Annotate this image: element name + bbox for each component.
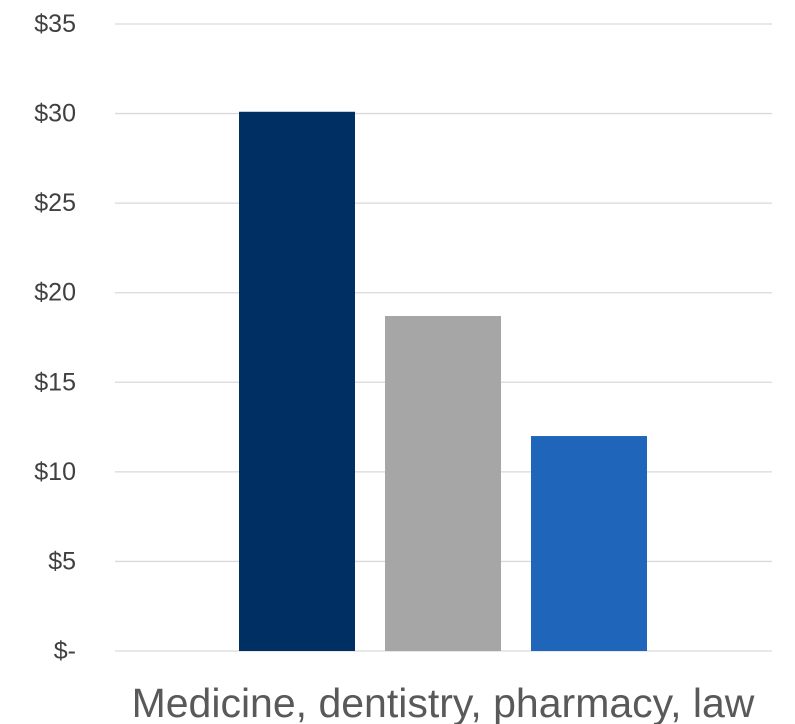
bar-series-3 <box>531 436 647 651</box>
x-category-label: Medicine, dentistry, pharmacy, law <box>132 680 755 724</box>
bars <box>239 111 647 651</box>
y-tick-label: $25 <box>34 189 76 217</box>
bar-series-2 <box>385 316 501 651</box>
x-axis-category-labels: Medicine, dentistry, pharmacy, law <box>132 680 755 724</box>
y-tick-label: $10 <box>34 458 76 486</box>
y-tick-label: $5 <box>48 547 76 575</box>
bar-series-1 <box>239 111 355 651</box>
y-tick-label: $- <box>54 637 76 665</box>
y-tick-label: $30 <box>34 100 76 128</box>
y-tick-label: $15 <box>34 368 76 396</box>
y-tick-label: $35 <box>34 10 76 38</box>
y-axis-tick-labels: $- $5 $10 $15 $20 $25 $30 $35 <box>34 10 76 665</box>
y-tick-label: $20 <box>34 279 76 307</box>
